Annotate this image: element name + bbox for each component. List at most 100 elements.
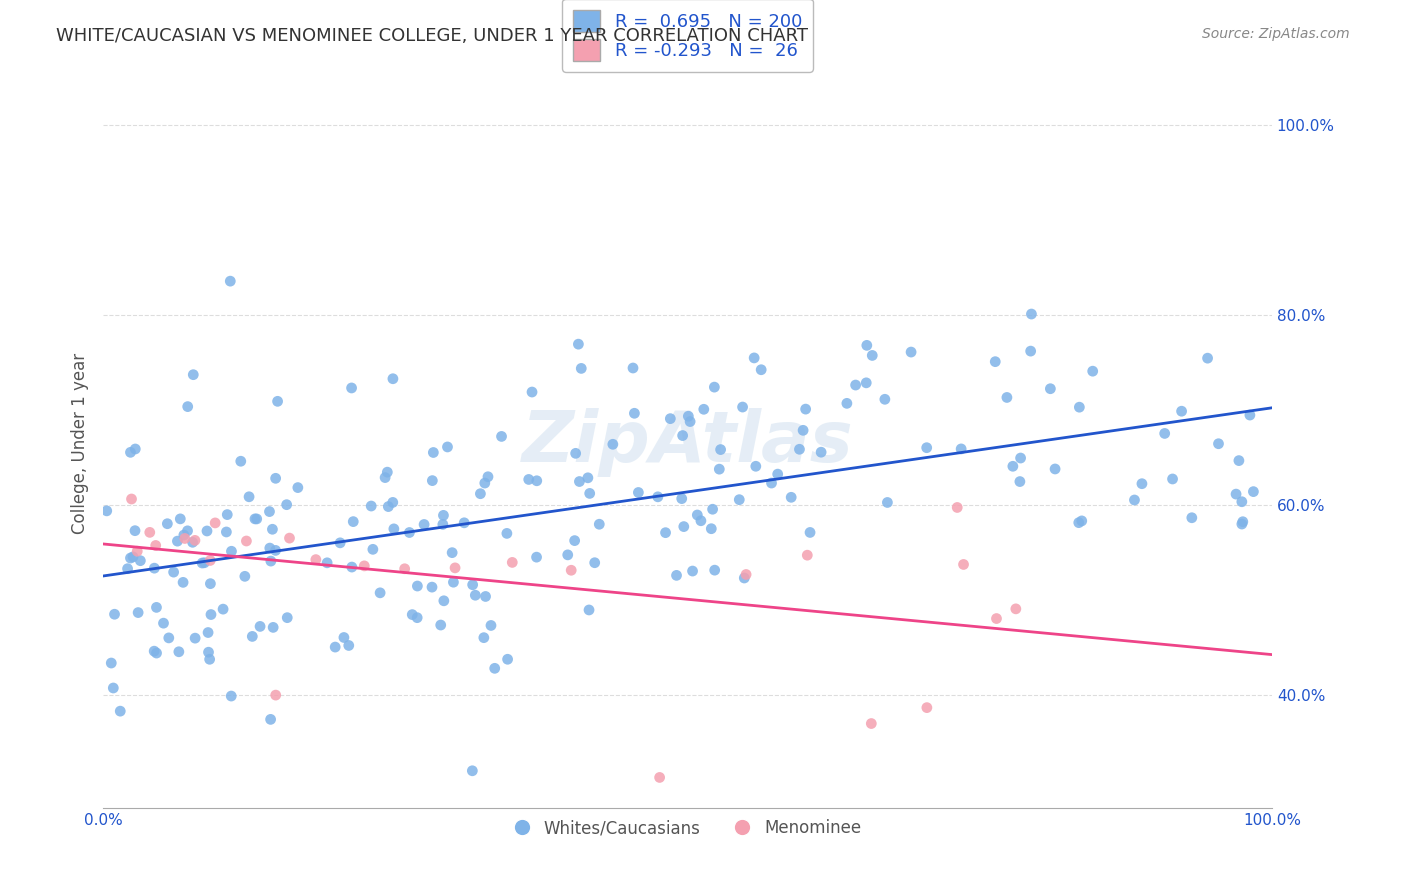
Point <box>686 508 709 522</box>
Point <box>576 471 599 485</box>
Point <box>569 361 592 376</box>
Point <box>835 396 858 410</box>
Point <box>799 525 821 540</box>
Point <box>124 442 146 456</box>
Point <box>353 558 375 573</box>
Point <box>191 556 214 570</box>
Point <box>432 517 454 532</box>
Point <box>745 459 768 474</box>
Point <box>145 600 167 615</box>
Point <box>103 607 125 622</box>
Point <box>477 469 499 483</box>
Point <box>470 486 492 500</box>
Point <box>259 541 281 555</box>
Point <box>375 465 398 479</box>
Point <box>398 525 420 540</box>
Point <box>710 442 733 457</box>
Point <box>120 551 142 566</box>
Point <box>243 512 266 526</box>
Point <box>702 502 724 516</box>
Point <box>103 681 125 695</box>
Point <box>276 610 298 624</box>
Point <box>181 535 204 549</box>
Point <box>259 712 281 726</box>
Point <box>1161 472 1184 486</box>
Point <box>453 516 475 530</box>
Point <box>249 619 271 633</box>
Point <box>229 454 252 468</box>
Point <box>204 516 226 530</box>
Point <box>709 462 731 476</box>
Point <box>564 533 586 548</box>
Point <box>690 514 713 528</box>
Point <box>1019 344 1042 359</box>
Point <box>703 380 725 394</box>
Point <box>266 394 288 409</box>
Point <box>117 562 139 576</box>
Point <box>215 524 238 539</box>
Point <box>950 442 973 456</box>
Point <box>233 569 256 583</box>
Point <box>700 522 723 536</box>
Point <box>564 446 586 460</box>
Point <box>1039 382 1062 396</box>
Point <box>749 363 772 377</box>
Point <box>264 543 287 558</box>
Point <box>143 644 166 658</box>
Point <box>219 274 242 288</box>
Point <box>1005 602 1028 616</box>
Point <box>219 689 242 703</box>
Point <box>682 564 704 578</box>
Point <box>436 440 458 454</box>
Point <box>728 492 751 507</box>
Point <box>374 470 396 484</box>
Point <box>578 603 600 617</box>
Point <box>259 505 281 519</box>
Point <box>915 441 938 455</box>
Point <box>184 631 207 645</box>
Point <box>1081 364 1104 378</box>
Point <box>441 575 464 590</box>
Point <box>1021 307 1043 321</box>
Point <box>96 504 118 518</box>
Point <box>441 546 464 560</box>
Point <box>1069 400 1091 414</box>
Y-axis label: College, Under 1 year: College, Under 1 year <box>72 352 89 533</box>
Point <box>197 625 219 640</box>
Point <box>794 402 817 417</box>
Point <box>496 652 519 666</box>
Point <box>766 467 789 482</box>
Point <box>212 602 235 616</box>
Point <box>474 476 496 491</box>
Point <box>238 490 260 504</box>
Point <box>377 500 399 514</box>
Point <box>952 558 974 572</box>
Point <box>654 525 676 540</box>
Point <box>406 579 429 593</box>
Point <box>1043 462 1066 476</box>
Point <box>316 556 339 570</box>
Point <box>264 688 287 702</box>
Legend: Whites/Caucasians, Menominee: Whites/Caucasians, Menominee <box>508 813 868 844</box>
Point <box>143 561 166 575</box>
Point <box>856 338 879 352</box>
Point <box>342 515 364 529</box>
Point <box>1001 459 1024 474</box>
Point <box>110 704 132 718</box>
Point <box>560 563 582 577</box>
Point <box>333 631 356 645</box>
Point <box>845 378 868 392</box>
Point <box>984 354 1007 368</box>
Point <box>915 700 938 714</box>
Point <box>567 337 589 351</box>
Point <box>627 485 650 500</box>
Point <box>731 400 754 414</box>
Point <box>860 348 883 362</box>
Point <box>526 474 548 488</box>
Point <box>602 437 624 451</box>
Point <box>162 565 184 579</box>
Point <box>1232 515 1254 529</box>
Point <box>340 381 363 395</box>
Point <box>145 646 167 660</box>
Point <box>381 495 404 509</box>
